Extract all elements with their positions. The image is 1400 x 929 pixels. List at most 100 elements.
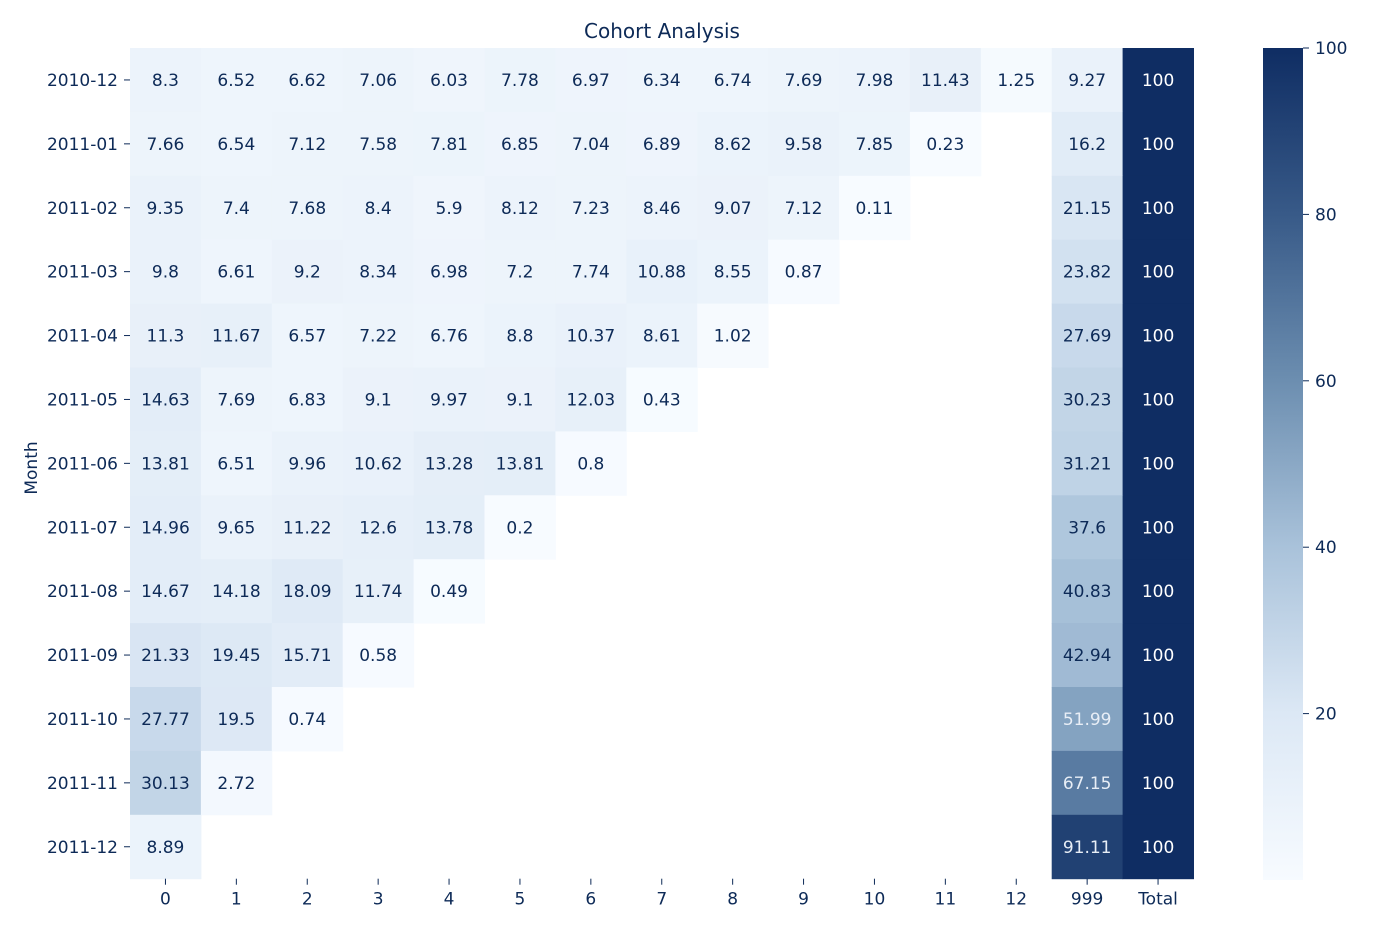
heatmap-cell-label: 8.62 — [714, 135, 752, 155]
heatmap-cell — [1051, 623, 1124, 688]
heatmap-cell-label: 7.4 — [223, 199, 250, 219]
heatmap-cell-label: 6.89 — [643, 135, 681, 155]
heatmap-cell — [697, 303, 769, 368]
heatmap-cell-label: 8.8 — [506, 327, 533, 347]
heatmap-cell — [626, 367, 698, 432]
heatmap-cell — [200, 495, 273, 560]
x-tick-label: Total — [1137, 890, 1178, 910]
heatmap-cell-label: 100 — [1142, 263, 1174, 283]
heatmap-cell — [200, 623, 273, 688]
heatmap-cell-label: 7.78 — [501, 71, 539, 91]
y-tick-label: 2011-03 — [47, 263, 118, 283]
heatmap-cell-label: 1.25 — [997, 71, 1035, 91]
heatmap-cell-label: 51.99 — [1063, 710, 1112, 730]
heatmap-cell — [626, 303, 698, 368]
heatmap-cell — [555, 367, 627, 432]
heatmap-cell-label: 14.96 — [141, 518, 190, 538]
heatmap-cell — [1122, 495, 1194, 560]
heatmap-cell — [1051, 367, 1124, 432]
heatmap-cell — [130, 431, 202, 496]
heatmap-cell — [1051, 239, 1124, 305]
heatmap-cell-label: 0.23 — [926, 135, 964, 155]
heatmap-cell — [413, 48, 485, 113]
heatmap-cell — [1122, 559, 1194, 624]
heatmap-cell-label: 30.13 — [141, 774, 190, 794]
heatmap-cell — [484, 239, 556, 305]
heatmap-cell-label: 10.88 — [637, 263, 686, 283]
chart-title: Cohort Analysis — [584, 19, 740, 43]
heatmap-cell-label: 9.97 — [430, 390, 468, 410]
heatmap-cell — [342, 111, 415, 177]
heatmap-cell-label: 7.69 — [217, 390, 255, 410]
heatmap-cell — [342, 303, 415, 368]
heatmap-cell-label: 11.74 — [354, 582, 403, 602]
heatmap-cell-label: 7.85 — [856, 135, 894, 155]
heatmap-cell-label: 6.85 — [501, 135, 539, 155]
x-tick-label: 2 — [302, 890, 313, 910]
y-tick-label: 2011-05 — [47, 390, 118, 410]
y-tick-label: 2011-04 — [47, 327, 118, 347]
heatmap-cell-label: 9.1 — [365, 390, 392, 410]
heatmap-cell-label: 100 — [1142, 710, 1174, 730]
x-tick-label: 10 — [864, 890, 886, 910]
heatmap-cell-label: 2.72 — [217, 774, 255, 794]
heatmap-cell-label: 100 — [1142, 327, 1174, 347]
heatmap-cell-label: 10.62 — [354, 454, 403, 474]
heatmap-cell-label: 15.71 — [283, 646, 332, 666]
heatmap-cell — [130, 367, 202, 432]
heatmap-cell-label: 9.58 — [785, 135, 823, 155]
heatmap-cell — [130, 48, 202, 113]
heatmap-cell — [1051, 495, 1124, 560]
heatmap-cell-label: 13.81 — [141, 454, 190, 474]
heatmap-cell-label: 100 — [1142, 71, 1174, 91]
heatmap-cell — [271, 303, 344, 368]
heatmap-cell-label: 37.6 — [1068, 518, 1106, 538]
heatmap-cell — [1122, 175, 1194, 241]
heatmap-cell — [200, 367, 273, 432]
heatmap-cell-label: 8.34 — [359, 263, 397, 283]
heatmap-cell — [130, 814, 202, 880]
x-tick-label: 8 — [727, 890, 738, 910]
x-tick-label: 11 — [935, 890, 957, 910]
y-axis-label: Month — [22, 441, 42, 494]
heatmap-cell-label: 100 — [1142, 135, 1174, 155]
heatmap-cell-label: 21.15 — [1063, 199, 1112, 219]
heatmap-cell — [1051, 111, 1124, 177]
heatmap-cell-label: 7.58 — [359, 135, 397, 155]
heatmap-cell-label: 6.34 — [643, 71, 681, 91]
heatmap-cell — [839, 111, 911, 177]
heatmap-cell-label: 9.2 — [294, 263, 321, 283]
y-tick-label: 2011-07 — [47, 518, 118, 538]
heatmap-cell-label: 1.02 — [714, 327, 752, 347]
x-tick-label: 5 — [515, 890, 526, 910]
x-tick-label: 4 — [444, 890, 455, 910]
heatmap-cell-label: 100 — [1142, 582, 1174, 602]
y-tick-label: 2011-02 — [47, 199, 118, 219]
heatmap-cell-label: 6.74 — [714, 71, 752, 91]
heatmap-cell-label: 100 — [1142, 199, 1174, 219]
heatmap-cell — [413, 495, 485, 560]
heatmap-cell — [342, 367, 415, 432]
heatmap-cell-label: 19.45 — [212, 646, 261, 666]
colorbar-tick-label: 80 — [1315, 205, 1337, 225]
heatmap-cell — [130, 111, 202, 177]
heatmap-cell — [626, 239, 698, 305]
heatmap-cell-label: 12.6 — [359, 518, 397, 538]
heatmap-cell — [130, 559, 202, 624]
y-tick-label: 2011-01 — [47, 135, 118, 155]
heatmap-cell — [626, 175, 698, 241]
x-axis-ticks: 0 1 2 3 4 5 6 7 8 9 10 11 12 999 Total — [160, 878, 1178, 910]
colorbar-tick-label: 100 — [1315, 39, 1347, 59]
heatmap-cell-label: 8.61 — [643, 327, 681, 347]
heatmap-cell-label: 9.65 — [217, 518, 255, 538]
heatmap-cell — [484, 367, 556, 432]
heatmap-cell — [980, 48, 1053, 113]
y-tick-label: 2011-08 — [47, 582, 118, 602]
heatmap-cell — [768, 175, 840, 241]
x-tick-label: 3 — [373, 890, 384, 910]
heatmap-cell-label: 7.04 — [572, 135, 610, 155]
heatmap-cell-label: 8.12 — [501, 199, 539, 219]
heatmap-cell-label: 14.67 — [141, 582, 190, 602]
heatmap-cell — [1122, 48, 1194, 113]
heatmap-cell-label: 31.21 — [1063, 454, 1112, 474]
